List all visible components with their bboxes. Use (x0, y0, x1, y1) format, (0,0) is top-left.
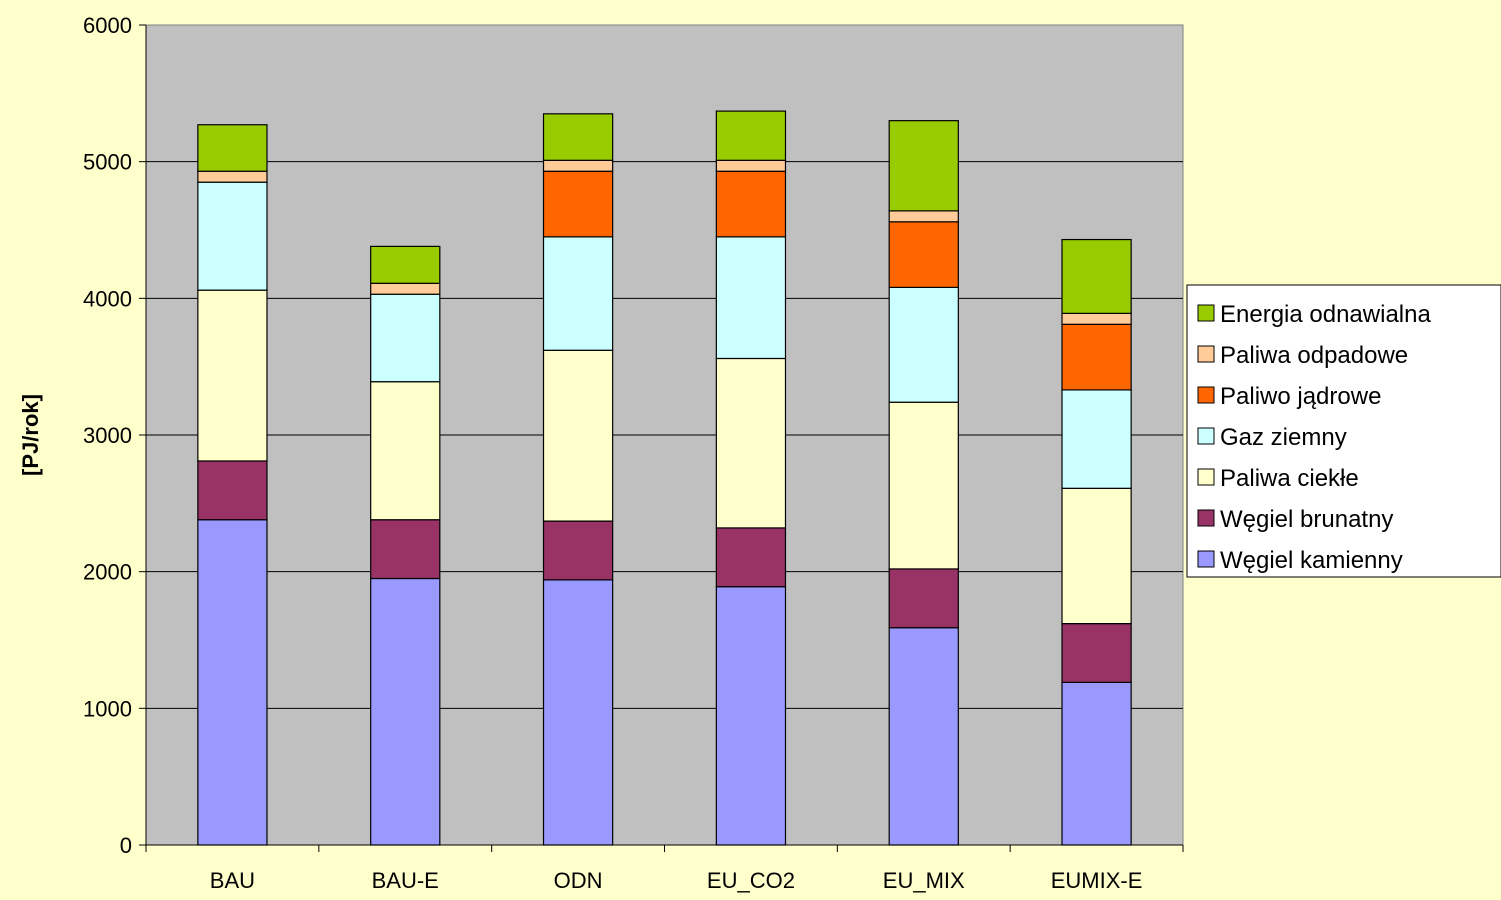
bar-segment-3 (370, 293, 441, 383)
bar-segment-6 (197, 124, 268, 172)
bar-segment-2 (888, 401, 959, 570)
x-tick-label: EU_CO2 (707, 868, 795, 893)
legend-swatch (1197, 550, 1215, 568)
bar-segment-2 (197, 289, 268, 462)
legend-label: Gaz ziemny (1220, 424, 1347, 451)
bar-segment-3 (542, 236, 614, 351)
x-tick-label: EU_MIX (883, 868, 965, 893)
bar-segment-0 (715, 586, 787, 846)
bar-stacks (197, 110, 1132, 846)
legend-swatch (1197, 386, 1215, 404)
bar-segment-2 (715, 357, 787, 529)
bar-segment-4 (715, 170, 787, 238)
bar-segment-3 (715, 236, 787, 360)
legend-label: Węgiel kamienny (1220, 547, 1403, 574)
legend: Energia odnawialna Paliwa odpadowe Paliwo … (1186, 284, 1501, 578)
bar-segment-1 (370, 519, 441, 580)
y-tick-label: 4000 (83, 286, 132, 311)
gridlines (146, 161, 1183, 709)
bar-segment-3 (1061, 389, 1132, 489)
bar-segment-5 (715, 159, 787, 172)
y-tick-label: 2000 (83, 560, 132, 585)
bar-segment-4 (542, 170, 614, 238)
legend-box (1186, 284, 1501, 578)
bar-segment-6 (715, 110, 787, 161)
y-tick-label: 1000 (83, 696, 132, 721)
legend-swatch (1197, 509, 1215, 527)
y-tick-label: 0 (120, 833, 132, 858)
x-tick-label: BAU (210, 868, 255, 893)
bar-segment-6 (542, 113, 614, 161)
bar-segment-6 (888, 120, 959, 212)
legend-swatch (1197, 427, 1215, 445)
legend-label: Paliwo jądrowe (1220, 383, 1381, 410)
legend-items: Energia odnawialna Paliwa odpadowe Paliwo … (1197, 301, 1431, 574)
y-tick-label: 6000 (83, 13, 132, 38)
y-axis: 0 1000 2000 3000 4000 5000 6000 (83, 13, 147, 858)
legend-label: Paliwa odpadowe (1220, 342, 1408, 369)
legend-swatch (1197, 468, 1215, 486)
bar-segment-4 (1061, 323, 1132, 391)
bar-segment-6 (1061, 238, 1132, 314)
bar-segment-5 (197, 170, 268, 183)
y-tick-label: 3000 (83, 423, 132, 448)
bar-segment-5 (1061, 312, 1132, 325)
bar-segment-5 (370, 282, 441, 295)
bar-segment-3 (888, 286, 959, 403)
bar-segment-3 (197, 181, 268, 291)
bar-segment-6 (370, 245, 441, 284)
x-tick-label: BAU-E (372, 868, 439, 893)
y-axis-label: [PJ/rok] (18, 394, 43, 476)
legend-label: Paliwa ciekłe (1220, 465, 1359, 492)
bar-segment-0 (197, 519, 268, 846)
bar-segment-5 (888, 210, 959, 223)
bar-segment-0 (888, 627, 959, 846)
bar-segment-4 (888, 221, 959, 289)
bar-segment-1 (542, 520, 614, 581)
legend-label: Węgiel brunatny (1220, 506, 1393, 533)
bar-segment-1 (1061, 622, 1132, 683)
bar-segment-0 (1061, 681, 1132, 846)
x-tick-label: EUMIX-E (1051, 868, 1143, 893)
bar-segment-1 (197, 460, 268, 521)
bar-segment-0 (542, 579, 614, 846)
bar-segment-2 (1061, 487, 1132, 625)
bar-segment-2 (542, 349, 614, 522)
bar-segment-1 (888, 568, 959, 629)
x-tick-label: ODN (554, 868, 603, 893)
bar-segment-5 (542, 159, 614, 172)
bar-segment-2 (370, 381, 441, 521)
bar-segment-0 (370, 577, 441, 846)
legend-swatch (1197, 345, 1215, 363)
y-tick-label: 5000 (83, 150, 132, 175)
legend-swatch (1197, 304, 1215, 322)
bar-segment-1 (715, 527, 787, 588)
x-axis: BAU BAU-E ODN EU_CO2 EU_MIX EUMIX-E (145, 844, 1184, 893)
legend-label: Energia odnawialna (1220, 301, 1431, 328)
